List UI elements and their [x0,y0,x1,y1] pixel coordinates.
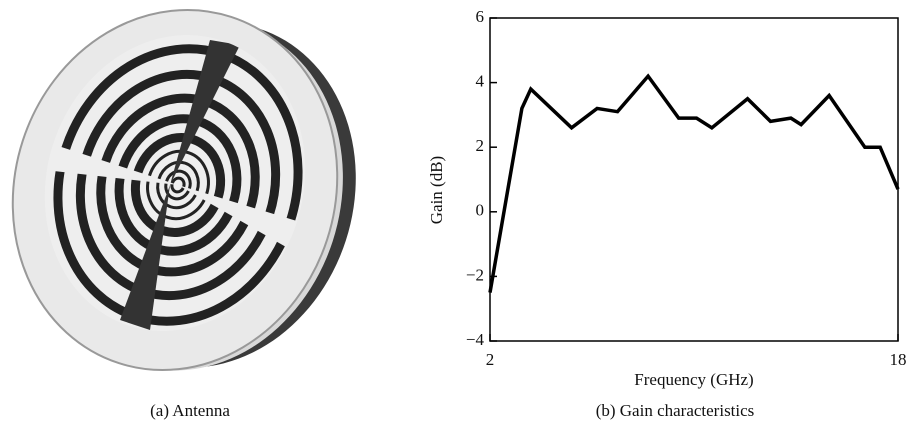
x-tick-label: 2 [486,350,495,369]
y-tick-label: 6 [476,7,485,26]
data-line [488,73,900,293]
x-axis-label: Frequency (GHz) [634,370,753,389]
caption: (b) Gain characteristics [596,401,755,420]
y-tick-label: 4 [476,72,485,91]
y-tick-label: −4 [466,330,485,349]
y-tick-label: 2 [476,136,485,155]
y-tick-label: −2 [466,265,484,284]
plot-frame [489,17,899,342]
antenna-photo [11,8,356,372]
x-tick-label: 18 [890,350,907,369]
y-axis-label: Gain (dB) [427,156,446,224]
caption: (a) Antenna [150,401,230,420]
y-tick-label: 0 [476,201,485,220]
